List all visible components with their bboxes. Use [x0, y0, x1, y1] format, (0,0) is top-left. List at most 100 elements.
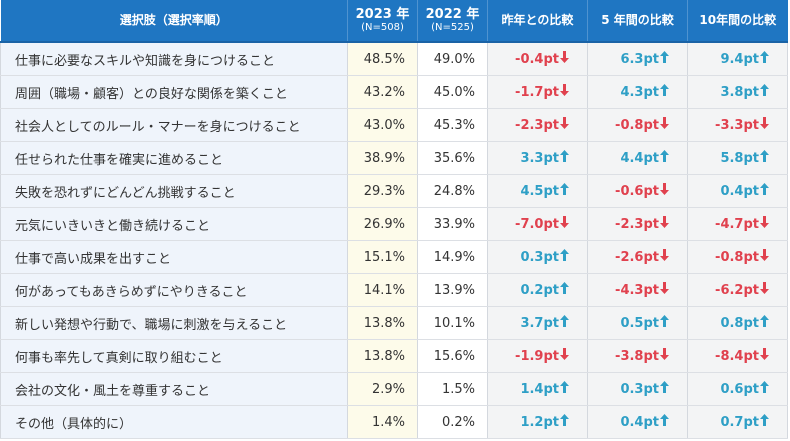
cmp-10y: 9.4pt — [687, 42, 788, 76]
cmp-10y: -8.4pt — [687, 339, 788, 373]
cmp-10y-value: 0.6pt — [720, 382, 759, 397]
header-cmp-last-year: 昨年との比較 — [487, 0, 588, 43]
cmp-5y-value: -0.8pt — [615, 118, 659, 133]
row-label: 会社の文化・風土を尊重すること — [0, 372, 348, 406]
cmp-last-year: 4.5pt — [487, 174, 588, 208]
cmp-10y-value: -8.4pt — [715, 349, 759, 364]
cmp-5y: -4.3pt — [587, 273, 688, 307]
arrow-up-icon — [760, 183, 769, 198]
value-2023: 43.2% — [347, 75, 418, 109]
arrow-down-icon — [660, 249, 669, 264]
arrow-down-icon — [560, 216, 569, 231]
cmp-5y: -2.6pt — [587, 240, 688, 274]
cmp-5y-value: 0.5pt — [620, 316, 659, 331]
cmp-10y-value: 9.4pt — [720, 52, 759, 67]
cmp-10y: 0.6pt — [687, 372, 788, 406]
arrow-up-icon — [760, 381, 769, 396]
cmp-10y: 5.8pt — [687, 141, 788, 175]
cmp-5y-value: -2.3pt — [615, 217, 659, 232]
cmp-5y: 0.3pt — [587, 372, 688, 406]
cmp-5y-value: -3.8pt — [615, 349, 659, 364]
value-2023: 2.9% — [347, 372, 418, 406]
cmp-5y-value: 0.3pt — [620, 382, 659, 397]
value-2023: 15.1% — [347, 240, 418, 274]
arrow-up-icon — [560, 249, 569, 264]
table-row: その他（具体的に） 1.4% 0.2% 1.2pt 0.4pt 0.7pt — [0, 405, 788, 439]
cmp-last-year-value: -0.4pt — [515, 52, 559, 67]
value-2022: 15.6% — [417, 339, 488, 373]
table-row: 何があってもあきらめずにやりきること 14.1% 13.9% 0.2pt -4.3pt -… — [0, 273, 788, 307]
arrow-up-icon — [560, 414, 569, 429]
header-label: 選択肢（選択率順） — [0, 0, 348, 43]
cmp-last-year: 3.7pt — [487, 306, 588, 340]
cmp-5y: -0.8pt — [587, 108, 688, 142]
value-2022: 49.0% — [417, 42, 488, 76]
cmp-last-year: -2.3pt — [487, 108, 588, 142]
arrow-down-icon — [660, 117, 669, 132]
cmp-last-year: -7.0pt — [487, 207, 588, 241]
arrow-down-icon — [760, 216, 769, 231]
cmp-5y: 0.4pt — [587, 405, 688, 439]
cmp-10y-value: 0.8pt — [720, 316, 759, 331]
cmp-10y: -0.8pt — [687, 240, 788, 274]
cmp-10y: -3.3pt — [687, 108, 788, 142]
cmp-5y-value: -0.6pt — [615, 184, 659, 199]
cmp-10y-value: 0.7pt — [720, 415, 759, 430]
cmp-last-year-value: -1.7pt — [515, 85, 559, 100]
arrow-down-icon — [560, 84, 569, 99]
row-label: その他（具体的に） — [0, 405, 348, 439]
value-2023: 48.5% — [347, 42, 418, 76]
table-header: 選択肢（選択率順） 2023 年 (N=508) 2022 年 (N=525) … — [0, 0, 788, 43]
cmp-10y-value: -3.3pt — [715, 118, 759, 133]
table-row: 元気にいきいきと働き続けること 26.9% 33.9% -7.0pt -2.3pt -4.… — [0, 207, 788, 241]
arrow-down-icon — [660, 216, 669, 231]
arrow-up-icon — [660, 150, 669, 165]
cmp-last-year: -1.7pt — [487, 75, 588, 109]
cmp-last-year-value: -2.3pt — [515, 118, 559, 133]
arrow-up-icon — [560, 183, 569, 198]
table-row: 仕事に必要なスキルや知識を身につけること 48.5% 49.0% -0.4pt 6.3p… — [0, 42, 788, 76]
row-label: 周囲（職場・顧客）との良好な関係を築くこと — [0, 75, 348, 109]
value-2023: 14.1% — [347, 273, 418, 307]
cmp-last-year-value: 0.3pt — [520, 250, 559, 265]
value-2022: 10.1% — [417, 306, 488, 340]
cmp-last-year-value: 1.2pt — [520, 415, 559, 430]
arrow-up-icon — [760, 315, 769, 330]
arrow-up-icon — [660, 381, 669, 396]
arrow-up-icon — [760, 51, 769, 66]
value-2023: 13.8% — [347, 306, 418, 340]
row-label: 何事も率先して真剣に取り組むこと — [0, 339, 348, 373]
row-label: 仕事で高い成果を出すこと — [0, 240, 348, 274]
cmp-5y-value: 0.4pt — [620, 415, 659, 430]
arrow-down-icon — [760, 282, 769, 297]
table-row: 社会人としてのルール・マナーを身につけること 43.0% 45.3% -2.3pt -0… — [0, 108, 788, 142]
value-2023: 13.8% — [347, 339, 418, 373]
value-2022: 35.6% — [417, 141, 488, 175]
value-2022: 0.2% — [417, 405, 488, 439]
arrow-down-icon — [760, 249, 769, 264]
arrow-down-icon — [560, 348, 569, 363]
row-label: 新しい発想や行動で、職場に刺激を与えること — [0, 306, 348, 340]
table-row: 仕事で高い成果を出すこと 15.1% 14.9% 0.3pt -2.6pt -0.8pt — [0, 240, 788, 274]
cmp-5y: -0.6pt — [587, 174, 688, 208]
row-label: 社会人としてのルール・マナーを身につけること — [0, 108, 348, 142]
cmp-5y: 4.4pt — [587, 141, 688, 175]
table-row: 任せられた仕事を確実に進めること 38.9% 35.6% 3.3pt 4.4pt 5.8p… — [0, 141, 788, 175]
cmp-10y: 3.8pt — [687, 75, 788, 109]
arrow-up-icon — [560, 150, 569, 165]
value-2022: 13.9% — [417, 273, 488, 307]
cmp-5y-value: 4.4pt — [620, 151, 659, 166]
row-label: 仕事に必要なスキルや知識を身につけること — [0, 42, 348, 76]
cmp-last-year: 0.3pt — [487, 240, 588, 274]
value-2023: 26.9% — [347, 207, 418, 241]
table-row: 周囲（職場・顧客）との良好な関係を築くこと 43.2% 45.0% -1.7pt 4.3… — [0, 75, 788, 109]
value-2022: 45.3% — [417, 108, 488, 142]
arrow-up-icon — [660, 315, 669, 330]
cmp-last-year: -1.9pt — [487, 339, 588, 373]
arrow-down-icon — [660, 183, 669, 198]
row-label: 元気にいきいきと働き続けること — [0, 207, 348, 241]
arrow-down-icon — [760, 348, 769, 363]
arrow-up-icon — [760, 84, 769, 99]
cmp-last-year-value: 0.2pt — [520, 283, 559, 298]
